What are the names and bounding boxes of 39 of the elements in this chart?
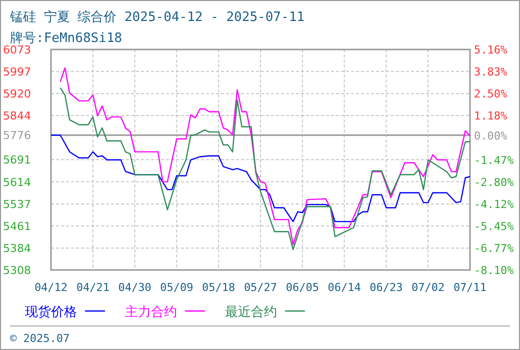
x-tick-label: 04/12 xyxy=(34,281,68,294)
y2-tick-label: 0.00% xyxy=(474,129,508,142)
y2-tick-label: 3.83% xyxy=(474,66,508,79)
legend-label: 主力合约 xyxy=(125,304,177,320)
x-tick-label: 06/23 xyxy=(370,281,403,294)
chart-title: 锰硅 宁夏 综合价 2025-04-12 - 2025-07-11 xyxy=(9,9,304,25)
y2-tick-label: 2.50% xyxy=(474,88,508,101)
y2-tick-label: -8.10% xyxy=(474,264,514,277)
x-tick-label: 04/30 xyxy=(118,281,152,294)
legend-label: 现货价格 xyxy=(25,305,77,320)
x-tick-label: 05/09 xyxy=(160,281,194,294)
y-tick-label: 5461 xyxy=(3,220,31,233)
y2-tick-label: -5.45% xyxy=(474,220,514,233)
y-tick-label: 5691 xyxy=(3,154,31,167)
legend-label: 最近合约 xyxy=(225,305,277,320)
y-tick-label: 5844 xyxy=(3,110,31,123)
y2-tick-label: -6.77% xyxy=(474,242,514,255)
y-tick-label: 5384 xyxy=(3,242,31,256)
y2-tick-label: -2.80% xyxy=(474,176,514,189)
x-tick-label: 06/14 xyxy=(328,281,362,294)
x-tick-label: 05/18 xyxy=(202,281,236,294)
y-tick-label: 5614 xyxy=(3,176,31,189)
y-tick-label: 5997 xyxy=(3,65,31,78)
x-tick-label: 07/11 xyxy=(453,281,487,294)
x-tick-label: 05/27 xyxy=(244,281,278,294)
y-tick-label: 5308 xyxy=(3,264,31,277)
text: © 2025.07 xyxy=(10,332,70,345)
y-tick-label: 5920 xyxy=(3,88,31,101)
y2-tick-label: -4.12% xyxy=(474,198,514,211)
x-tick-label: 07/02 xyxy=(412,281,445,294)
y2-tick-label: 1.18% xyxy=(474,110,508,123)
y-tick-label: 6073 xyxy=(3,44,31,56)
chart-subtitle: 牌号:FeMn68Si18 xyxy=(10,31,122,46)
x-tick-label: 06/05 xyxy=(286,281,319,294)
y2-tick-label: 5.16% xyxy=(474,44,508,56)
y-tick-label: 5537 xyxy=(3,198,31,211)
y2-tick-label: -1.47% xyxy=(474,154,514,167)
x-tick-label: 04/21 xyxy=(76,281,110,294)
y-tick-label: 5776 xyxy=(3,129,31,142)
